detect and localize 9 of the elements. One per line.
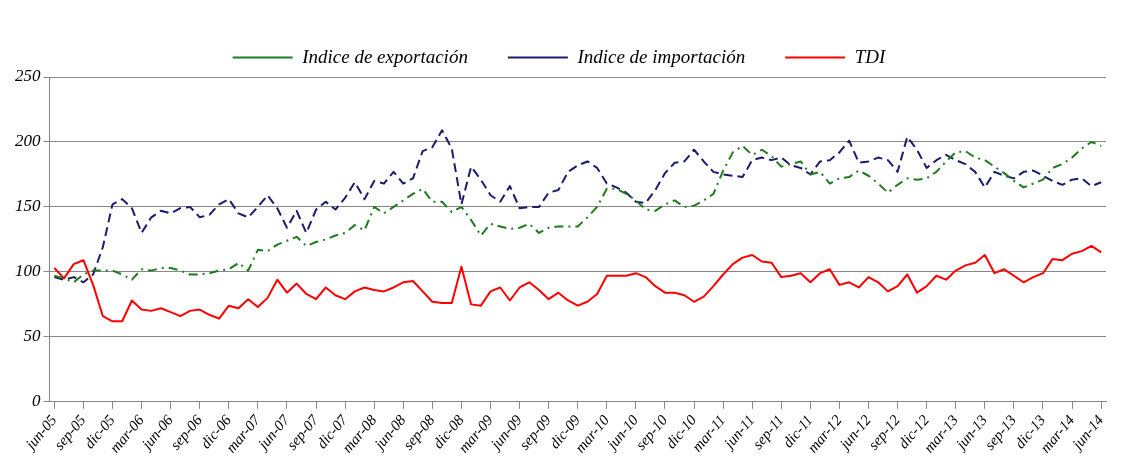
legend-label: Indice de exportación bbox=[301, 45, 468, 67]
y-tick-label: 50 bbox=[23, 326, 41, 346]
legend-label: Indice de importación bbox=[576, 45, 746, 67]
y-tick-label: 250 bbox=[15, 66, 41, 86]
y-tick-label: 150 bbox=[15, 196, 41, 216]
y-tick-label: 0 bbox=[32, 391, 41, 411]
y-tick-label: 100 bbox=[15, 261, 41, 281]
legend-label: TDI bbox=[854, 45, 887, 67]
y-tick-label: 200 bbox=[15, 131, 41, 151]
